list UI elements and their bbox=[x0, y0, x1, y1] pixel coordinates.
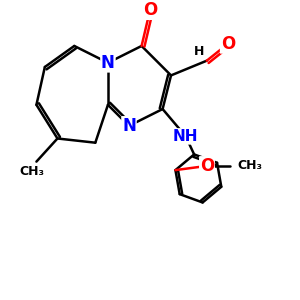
Text: N: N bbox=[122, 117, 136, 135]
Text: O: O bbox=[200, 157, 214, 175]
Text: O: O bbox=[143, 1, 157, 19]
Text: CH₃: CH₃ bbox=[238, 159, 263, 172]
Text: O: O bbox=[221, 35, 235, 53]
Text: N: N bbox=[101, 54, 115, 72]
Text: H: H bbox=[194, 45, 204, 58]
Text: CH₃: CH₃ bbox=[19, 165, 44, 178]
Text: NH: NH bbox=[173, 129, 199, 144]
